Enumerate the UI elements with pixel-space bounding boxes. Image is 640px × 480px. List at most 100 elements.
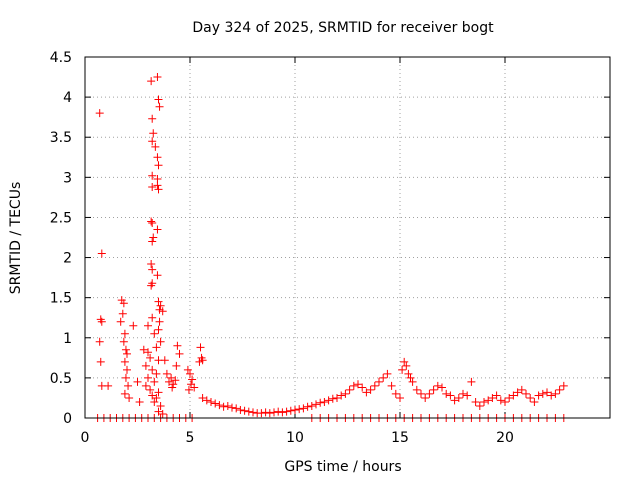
data-point (156, 401, 165, 410)
data-point (555, 385, 564, 394)
data-point (396, 393, 404, 402)
data-point (121, 373, 130, 382)
data-point (148, 265, 157, 274)
data-point (278, 408, 287, 417)
data-point (156, 337, 165, 346)
data-point (152, 369, 161, 378)
data-point (120, 357, 129, 366)
data-point (391, 389, 400, 398)
data-point (198, 356, 207, 365)
data-point (341, 389, 350, 398)
data-point (95, 109, 104, 118)
data-point (148, 114, 157, 123)
data-point (442, 389, 451, 398)
data-point (156, 301, 165, 310)
data-point (496, 396, 505, 405)
data-point (133, 377, 142, 386)
data-point (124, 381, 133, 390)
data-point (120, 329, 129, 338)
data-point (171, 376, 180, 385)
data-point (398, 365, 407, 374)
data-point (158, 307, 167, 316)
data-point (320, 397, 329, 406)
data-point (316, 398, 325, 407)
data-point (282, 407, 291, 416)
grid-lines (85, 57, 610, 418)
y-tick-label: 4.5 (50, 50, 72, 66)
data-point (265, 409, 274, 418)
data-point (244, 407, 253, 416)
data-point (467, 377, 476, 386)
data-point (509, 391, 518, 400)
data-point (412, 385, 421, 394)
data-point (162, 369, 171, 378)
data-point (123, 365, 131, 374)
data-point (96, 357, 105, 366)
data-point (175, 349, 184, 358)
y-tick-label: 2.5 (50, 210, 72, 226)
data-point (97, 249, 106, 258)
data-point (522, 389, 530, 398)
y-axis-label: SRMTID / TECUs (8, 182, 24, 295)
data-point (148, 219, 157, 228)
y-tick-label: 3 (63, 170, 72, 186)
data-point (488, 393, 497, 402)
data-point (207, 397, 215, 406)
data-point (168, 383, 177, 392)
data-point (139, 345, 148, 354)
data-point (150, 329, 159, 338)
data-point (463, 391, 472, 400)
x-tick-label: 5 (186, 430, 195, 446)
data-point (547, 391, 556, 400)
data-point (219, 402, 228, 411)
data-point (387, 381, 396, 390)
data-point (149, 233, 158, 242)
data-point (135, 397, 144, 406)
data-point (236, 405, 245, 414)
data-point (484, 396, 493, 405)
data-point (215, 401, 224, 410)
data-point (349, 381, 358, 390)
data-point (153, 153, 162, 162)
y-tick-label: 0 (63, 411, 72, 427)
data-point (147, 281, 156, 290)
data-point (147, 259, 156, 268)
data-point (190, 383, 199, 392)
data-point (295, 405, 304, 414)
data-point (147, 77, 156, 86)
data-point (172, 361, 181, 370)
data-point (155, 102, 164, 111)
data-point (379, 373, 388, 382)
data-point (173, 341, 182, 350)
data-point (123, 349, 131, 358)
plot-frame (84, 56, 611, 419)
data-point (121, 345, 130, 354)
y-tick-label: 2 (63, 251, 72, 267)
data-point (513, 388, 522, 397)
y-tick-label: 3.5 (50, 130, 72, 146)
y-tick-label: 1.5 (50, 291, 72, 307)
data-point (147, 217, 156, 226)
data-point (154, 161, 163, 170)
data-point (165, 377, 173, 386)
data-point (104, 381, 113, 390)
data-point (534, 391, 543, 400)
data-point (345, 385, 354, 394)
data-point (120, 389, 129, 398)
data-point (425, 389, 434, 398)
data-point (559, 381, 568, 390)
data-point (433, 381, 442, 390)
data-point (151, 142, 160, 151)
data-point (153, 181, 162, 190)
x-axis-label: GPS time / hours (284, 459, 401, 475)
data-point (144, 348, 152, 357)
data-point (154, 407, 163, 416)
data-point (154, 297, 163, 306)
data-point (307, 401, 316, 410)
data-point (196, 343, 205, 352)
data-point (257, 409, 266, 418)
data-point (152, 343, 161, 352)
data-point (459, 389, 467, 398)
data-point (501, 397, 509, 406)
